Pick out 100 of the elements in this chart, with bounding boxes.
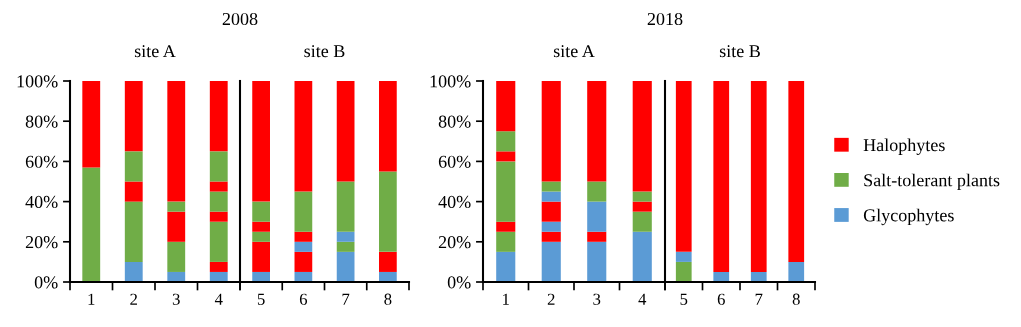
bar bbox=[124, 201, 143, 262]
bar bbox=[496, 161, 516, 222]
bar bbox=[788, 81, 805, 262]
bar bbox=[496, 251, 516, 282]
bar bbox=[167, 211, 186, 242]
chart-title: 2018 bbox=[647, 12, 683, 26]
x-tick-label: 5 bbox=[257, 293, 265, 305]
legend-label: Glycophytes bbox=[863, 208, 954, 226]
bar bbox=[632, 231, 652, 282]
bar bbox=[750, 271, 767, 282]
x-tick-label: 5 bbox=[680, 293, 688, 305]
bar bbox=[496, 131, 516, 152]
y-tick-label: 40% bbox=[25, 195, 58, 209]
bar bbox=[632, 81, 652, 192]
x-tick-label: 4 bbox=[638, 293, 647, 305]
bar bbox=[632, 211, 652, 232]
bar bbox=[379, 81, 397, 172]
bar bbox=[252, 201, 270, 222]
bar bbox=[209, 221, 228, 262]
bar bbox=[541, 221, 561, 232]
x-tick-label: 3 bbox=[172, 293, 180, 305]
bar bbox=[124, 261, 143, 282]
x-tick-label: 4 bbox=[214, 293, 223, 305]
bar bbox=[675, 251, 692, 262]
x-tick-label: 1 bbox=[88, 293, 95, 305]
bar bbox=[541, 241, 561, 282]
chart-subtitle: site B bbox=[304, 45, 345, 58]
bar bbox=[124, 151, 143, 182]
bar bbox=[713, 271, 730, 282]
bar bbox=[336, 251, 355, 282]
x-tick-label: 6 bbox=[717, 293, 725, 305]
bar bbox=[209, 211, 228, 222]
x-tick-label: 2 bbox=[130, 293, 137, 305]
bar bbox=[788, 261, 805, 282]
y-tick-label: 100% bbox=[17, 75, 58, 88]
bar bbox=[209, 81, 228, 152]
x-tick-label: 6 bbox=[299, 293, 308, 305]
bar bbox=[336, 231, 355, 242]
bar bbox=[252, 221, 270, 232]
bar bbox=[336, 241, 355, 252]
chart-subtitle: site A bbox=[553, 45, 595, 58]
x-tick-label: 2 bbox=[547, 293, 555, 305]
bar bbox=[294, 241, 313, 252]
x-tick-label: 7 bbox=[342, 293, 350, 305]
bar bbox=[587, 241, 607, 282]
bar bbox=[167, 271, 186, 282]
bar bbox=[496, 81, 516, 132]
bar bbox=[750, 81, 767, 272]
legend-label: Salt-tolerant plants bbox=[864, 173, 1000, 191]
bar bbox=[336, 181, 355, 232]
bar bbox=[587, 201, 607, 232]
y-tick-label: 100% bbox=[430, 75, 471, 88]
bar bbox=[294, 81, 313, 192]
bar bbox=[496, 231, 516, 252]
bar bbox=[587, 181, 607, 202]
chart-title: 2008 bbox=[222, 12, 258, 26]
x-tick-label: 7 bbox=[755, 293, 763, 305]
bar bbox=[252, 271, 270, 282]
y-tick-label: 0% bbox=[447, 276, 471, 289]
chart-subtitle: site B bbox=[719, 45, 760, 58]
bar bbox=[541, 191, 561, 202]
bar bbox=[294, 231, 313, 242]
bar bbox=[252, 81, 270, 202]
x-tick-label: 8 bbox=[384, 293, 392, 305]
chart-subtitle: site A bbox=[134, 45, 176, 58]
bar bbox=[379, 251, 397, 272]
y-tick-label: 80% bbox=[25, 115, 58, 128]
bar bbox=[541, 231, 561, 242]
bar bbox=[379, 171, 397, 252]
y-tick-label: 0% bbox=[34, 276, 58, 289]
bar bbox=[209, 191, 228, 212]
bar bbox=[587, 81, 607, 182]
bar bbox=[496, 151, 516, 162]
bar bbox=[713, 81, 730, 272]
bar bbox=[209, 261, 228, 272]
y-tick-label: 60% bbox=[25, 155, 58, 168]
x-tick-label: 8 bbox=[792, 293, 800, 305]
bar bbox=[336, 81, 355, 182]
bar bbox=[124, 81, 143, 152]
y-tick-label: 20% bbox=[438, 236, 471, 249]
bar bbox=[209, 271, 228, 282]
bar bbox=[587, 231, 607, 242]
bar bbox=[632, 191, 652, 202]
bar bbox=[252, 231, 270, 242]
y-tick-label: 20% bbox=[25, 236, 58, 249]
bar bbox=[167, 241, 186, 272]
bar bbox=[209, 151, 228, 182]
bar bbox=[252, 241, 270, 272]
bar bbox=[541, 201, 561, 222]
legend-label: Halophytes bbox=[863, 138, 945, 155]
bar bbox=[209, 181, 228, 192]
bar bbox=[496, 221, 516, 232]
bar bbox=[294, 251, 313, 272]
bar bbox=[124, 181, 143, 202]
y-tick-label: 80% bbox=[438, 115, 471, 128]
bar bbox=[167, 201, 186, 212]
bar bbox=[82, 81, 101, 168]
bar bbox=[82, 167, 101, 282]
bar bbox=[675, 81, 692, 252]
bar bbox=[541, 181, 561, 192]
